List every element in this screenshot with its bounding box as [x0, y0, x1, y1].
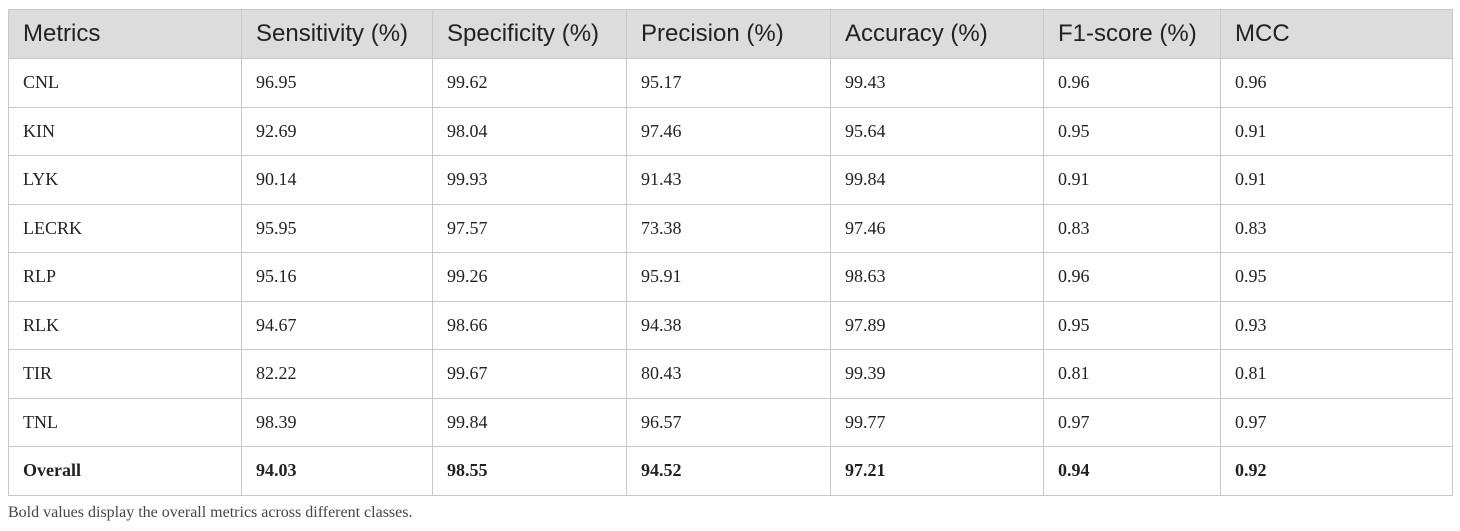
table-cell: 90.14 — [241, 155, 433, 205]
table-cell: 98.66 — [432, 300, 627, 350]
table-cell: 97.57 — [432, 203, 627, 253]
table-cell: 97.21 — [830, 446, 1044, 496]
table-cell: 0.95 — [1220, 252, 1453, 302]
footnote: Bold values display the overall metrics … — [8, 504, 413, 521]
table-cell: 95.16 — [241, 252, 433, 302]
table-cell: 98.63 — [830, 252, 1044, 302]
table-cell: 97.89 — [830, 300, 1044, 350]
table-cell: 0.96 — [1043, 58, 1221, 108]
table-cell: 94.67 — [241, 300, 433, 350]
header-cell: F1-score (%) — [1043, 9, 1221, 59]
table-cell: 99.26 — [432, 252, 627, 302]
table-cell: 94.52 — [626, 446, 831, 496]
table-cell: 99.43 — [830, 58, 1044, 108]
table-cell: 0.92 — [1220, 446, 1453, 496]
table-cell: 99.84 — [432, 397, 627, 447]
header-cell: Specificity (%) — [432, 9, 627, 59]
header-cell: Metrics — [8, 9, 242, 59]
row-label: LECRK — [8, 203, 242, 253]
row-label: TNL — [8, 397, 242, 447]
table-cell: 99.67 — [432, 349, 627, 399]
table-cell: 0.95 — [1043, 300, 1221, 350]
table-cell: 80.43 — [626, 349, 831, 399]
table-cell: 0.96 — [1043, 252, 1221, 302]
table-cell: 98.39 — [241, 397, 433, 447]
header-cell: MCC — [1220, 9, 1453, 59]
table-cell: 0.95 — [1043, 106, 1221, 156]
table-cell: 0.91 — [1043, 155, 1221, 205]
table-row: CNL 96.95 99.62 95.17 99.43 0.96 0.96 — [8, 58, 1453, 108]
header-cell: Sensitivity (%) — [241, 9, 433, 59]
table-row: RLK 94.67 98.66 94.38 97.89 0.95 0.93 — [8, 300, 1453, 350]
table-cell: 98.55 — [432, 446, 627, 496]
header-row: Metrics Sensitivity (%) Specificity (%) Pre… — [8, 9, 1453, 59]
table-cell: 0.81 — [1043, 349, 1221, 399]
table-cell: 0.83 — [1043, 203, 1221, 253]
table-cell: 97.46 — [830, 203, 1044, 253]
table-row: LECRK 95.95 97.57 73.38 97.46 0.83 0.83 — [8, 203, 1453, 253]
header-cell: Precision (%) — [626, 9, 831, 59]
table-cell: 0.97 — [1220, 397, 1453, 447]
table-cell: 99.77 — [830, 397, 1044, 447]
table-row: LYK 90.14 99.93 91.43 99.84 0.91 0.91 — [8, 155, 1453, 205]
table-cell: 95.91 — [626, 252, 831, 302]
table-row: TNL 98.39 99.84 96.57 99.77 0.97 0.97 — [8, 397, 1453, 447]
table-row: RLP 95.16 99.26 95.91 98.63 0.96 0.95 — [8, 252, 1453, 302]
table-cell: 0.83 — [1220, 203, 1453, 253]
table-cell: 94.38 — [626, 300, 831, 350]
table-cell: 99.93 — [432, 155, 627, 205]
row-label: CNL — [8, 58, 242, 108]
table-row: Overall 94.03 98.55 94.52 97.21 0.94 0.92 — [8, 446, 1453, 496]
table-cell: 94.03 — [241, 446, 433, 496]
row-label: TIR — [8, 349, 242, 399]
table-cell: 92.69 — [241, 106, 433, 156]
table-cell: 99.84 — [830, 155, 1044, 205]
table-cell: 0.91 — [1220, 155, 1453, 205]
table-cell: 0.94 — [1043, 446, 1221, 496]
header-cell: Accuracy (%) — [830, 9, 1044, 59]
table-cell: 96.57 — [626, 397, 831, 447]
table-cell: 95.17 — [626, 58, 831, 108]
table-row: TIR 82.22 99.67 80.43 99.39 0.81 0.81 — [8, 349, 1453, 399]
table-cell: 0.97 — [1043, 397, 1221, 447]
table-row: KIN 92.69 98.04 97.46 95.64 0.95 0.91 — [8, 106, 1453, 156]
table-cell: 0.91 — [1220, 106, 1453, 156]
table-head: Metrics Sensitivity (%) Specificity (%) Pre… — [8, 9, 1453, 59]
table-cell: 95.95 — [241, 203, 433, 253]
row-label: RLK — [8, 300, 242, 350]
table-cell: 82.22 — [241, 349, 433, 399]
table-cell: 95.64 — [830, 106, 1044, 156]
table-cell: 0.93 — [1220, 300, 1453, 350]
table-cell: 0.96 — [1220, 58, 1453, 108]
table-cell: 99.39 — [830, 349, 1044, 399]
table-cell: 98.04 — [432, 106, 627, 156]
table-cell: 99.62 — [432, 58, 627, 108]
row-label: RLP — [8, 252, 242, 302]
table-cell: 97.46 — [626, 106, 831, 156]
table-cell: 73.38 — [626, 203, 831, 253]
metrics-table: Metrics Sensitivity (%) Specificity (%) Pre… — [8, 9, 1453, 496]
row-label: KIN — [8, 106, 242, 156]
table-cell: 0.81 — [1220, 349, 1453, 399]
table-cell: 91.43 — [626, 155, 831, 205]
table-cell: 96.95 — [241, 58, 433, 108]
row-label: Overall — [8, 446, 242, 496]
row-label: LYK — [8, 155, 242, 205]
table-body: CNL 96.95 99.62 95.17 99.43 0.96 0.96 KIN 92.69 9… — [8, 58, 1453, 496]
